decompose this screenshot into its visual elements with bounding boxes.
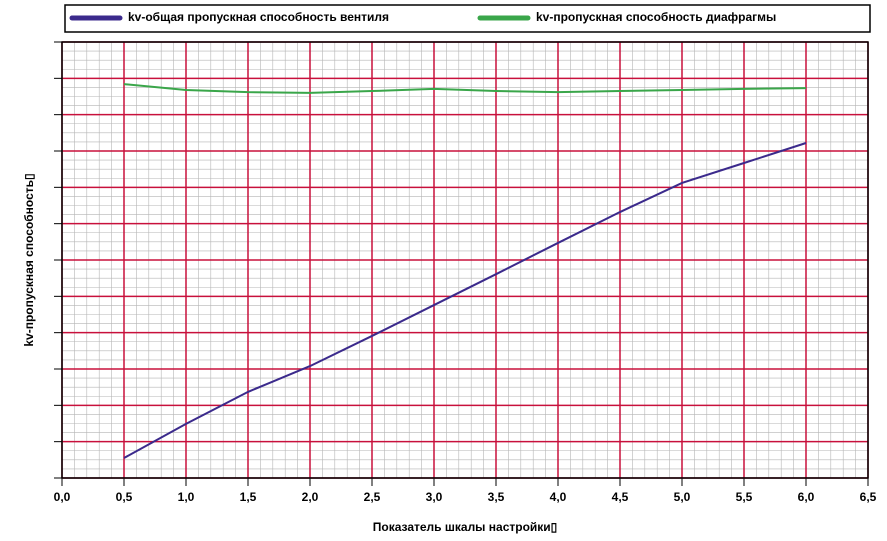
x-tick-label: 6,5 — [860, 490, 877, 504]
series-line — [123, 142, 807, 459]
legend-box — [64, 4, 871, 33]
x-tick-label: 2,5 — [364, 490, 381, 504]
x-tick-label: 4,0 — [550, 490, 567, 504]
y-axis-label: kv-пропускная способность▯ — [22, 173, 36, 346]
x-tick-label: 1,5 — [240, 490, 257, 504]
x-tick-label: 3,5 — [488, 490, 505, 504]
legend-label: kv-общая пропускная способность вентиля — [128, 10, 389, 24]
x-tick-label: 3,0 — [426, 490, 443, 504]
plot-border — [61, 41, 869, 479]
series-line — [123, 83, 807, 94]
x-tick-label: 5,5 — [736, 490, 753, 504]
x-tick-label: 5,0 — [674, 490, 691, 504]
x-tick-label: 2,0 — [302, 490, 319, 504]
x-tick-label: 4,5 — [612, 490, 629, 504]
x-tick-label: 6,0 — [798, 490, 815, 504]
legend-label: kv-пропускная способность диафрагмы — [536, 10, 776, 24]
x-tick-label: 1,0 — [178, 490, 195, 504]
x-axis-label: Показатель шкалы настройки▯ — [373, 520, 558, 534]
x-tick-label: 0,0 — [54, 490, 71, 504]
x-tick-label: 0,5 — [116, 490, 133, 504]
